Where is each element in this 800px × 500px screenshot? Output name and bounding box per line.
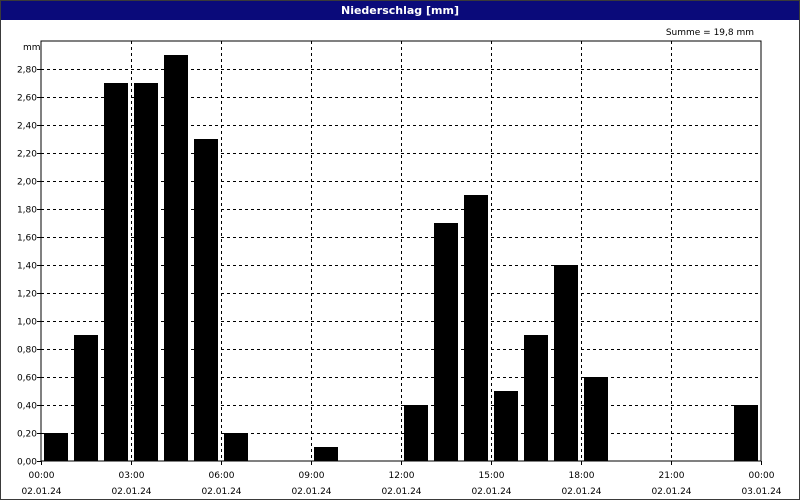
x-tick-time-label: 03:00	[119, 471, 145, 481]
plot-area	[40, 40, 762, 462]
bar	[44, 433, 68, 461]
x-tick-time-label: 15:00	[479, 471, 505, 481]
bar	[494, 391, 518, 461]
x-tick-time-label: 00:00	[749, 471, 775, 481]
y-tick-label: 2,60	[17, 94, 37, 104]
y-tick-label: 1,20	[17, 290, 37, 300]
y-tick-label: 2,40	[17, 122, 37, 132]
x-tick-date-label: 02.01.24	[111, 487, 151, 497]
bar	[404, 405, 428, 461]
x-tick-time-label: 21:00	[659, 471, 685, 481]
y-tick-label: 0,40	[17, 402, 37, 412]
y-tick-label: 0,60	[17, 374, 37, 384]
bar	[524, 335, 548, 461]
bar	[734, 405, 758, 461]
bar	[134, 83, 158, 461]
grid	[41, 41, 761, 461]
bar	[164, 55, 188, 461]
sum-annotation: Summe = 19,8 mm	[666, 28, 754, 38]
x-tick-time-label: 06:00	[209, 471, 235, 481]
bar	[584, 377, 608, 461]
x-tick-date-label: 02.01.24	[21, 487, 61, 497]
bar	[554, 265, 578, 461]
y-tick-label: 0,80	[17, 346, 37, 356]
y-axis-ticks: 0,00 0,20 0,40 0,60 0,80 1,00 1,20 1,40 1,60 1,80…	[17, 66, 41, 468]
x-tick-date-label: 02.01.24	[381, 487, 421, 497]
bar	[74, 335, 98, 461]
x-tick-time-label: 00:00	[29, 471, 55, 481]
y-tick-label: 1,40	[17, 262, 37, 272]
y-tick-label: 1,60	[17, 234, 37, 244]
y-tick-label: 2,80	[17, 66, 37, 76]
x-tick-date-label: 02.01.24	[561, 487, 601, 497]
y-tick-label: 0,00	[17, 458, 37, 468]
x-tick-date-label: 02.01.24	[651, 487, 691, 497]
y-axis-label: mm	[23, 43, 41, 53]
bars	[44, 55, 758, 461]
x-tick-date-label: 02.01.24	[291, 487, 331, 497]
y-tick-label: 1,80	[17, 206, 37, 216]
x-axis-ticks: 00:00 02.01.24 03:00 02.01.24 06:00 02.01.24 0…	[21, 461, 782, 497]
x-tick-time-label: 18:00	[569, 471, 595, 481]
y-tick-label: 2,20	[17, 150, 37, 160]
y-tick-label: 2,00	[17, 178, 37, 188]
x-tick-time-label: 12:00	[389, 471, 415, 481]
chart-title: Niederschlag [mm]	[1, 1, 799, 20]
bar	[194, 139, 218, 461]
x-tick-date-label: 02.01.24	[471, 487, 511, 497]
x-tick-date-label: 03.01.24	[741, 487, 781, 497]
y-tick-label: 1,00	[17, 318, 37, 328]
bar	[464, 195, 488, 461]
bar	[224, 433, 248, 461]
x-tick-time-label: 09:00	[299, 471, 325, 481]
bar	[104, 83, 128, 461]
y-tick-label: 0,20	[17, 430, 37, 440]
x-tick-date-label: 02.01.24	[201, 487, 241, 497]
bar	[434, 223, 458, 461]
bar	[314, 447, 338, 461]
